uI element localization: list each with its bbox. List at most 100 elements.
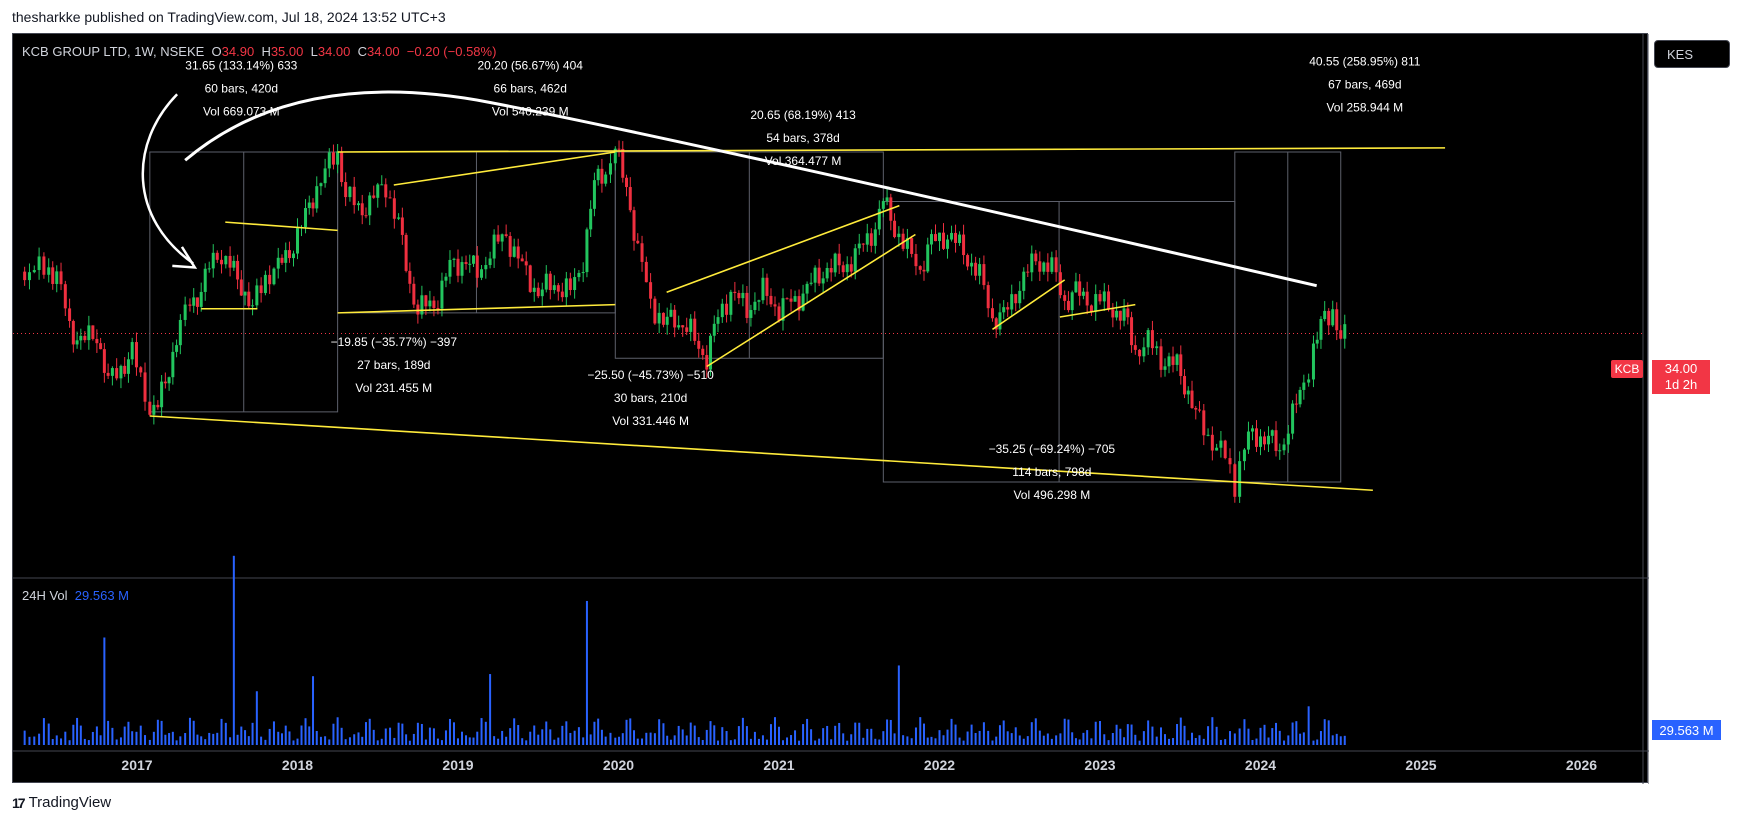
volume-label[interactable]: 24H Vol xyxy=(22,588,68,603)
volume-legend: 24H Vol 29.563 M xyxy=(22,588,129,603)
volume-bar xyxy=(1078,739,1081,745)
volume-bar xyxy=(1115,724,1118,745)
candle-body xyxy=(1034,253,1038,262)
volume-bar xyxy=(361,736,364,745)
volume-bar xyxy=(79,725,82,745)
volume-bar xyxy=(1034,718,1037,745)
symbol-legend: KCB GROUP LTD, 1W, NSEKE O34.90 H35.00 L… xyxy=(22,44,496,59)
candle-body xyxy=(1006,307,1010,310)
candle-body xyxy=(954,232,958,243)
measurement-label: 66 bars, 462d xyxy=(494,82,567,96)
last-volume-tag: 29.563 M xyxy=(1652,720,1721,740)
candle-body xyxy=(712,323,716,336)
candle-body xyxy=(1286,433,1290,445)
candle-body xyxy=(657,312,661,324)
low-label: L xyxy=(310,44,318,59)
volume-bar xyxy=(870,728,873,745)
currency-button[interactable]: KES xyxy=(1654,40,1730,68)
volume-bar xyxy=(1327,720,1330,745)
curved-trend-line xyxy=(184,90,1318,288)
volume-bar xyxy=(991,740,994,745)
price-chart[interactable]: 31.65 (133.14%) 633 60 bars, 420d Vol 669.… xyxy=(13,34,1649,784)
volume-bar xyxy=(284,725,287,745)
tradingview-logo[interactable]: 17 TradingView xyxy=(12,794,111,811)
candle-body xyxy=(368,195,372,216)
candle-body xyxy=(990,308,994,319)
volume-bar xyxy=(582,737,585,745)
volume-bar xyxy=(319,736,322,745)
candle-body xyxy=(1066,300,1070,311)
volume-bar xyxy=(850,734,853,745)
candle-body xyxy=(134,342,138,368)
volume-bar xyxy=(886,719,889,745)
candle-body xyxy=(938,232,941,242)
candle-body xyxy=(677,325,681,328)
measurement-label: 114 bars, 798d xyxy=(1012,465,1091,479)
candle-body xyxy=(1102,291,1106,302)
candle-body xyxy=(841,265,845,273)
volume-bar xyxy=(216,732,219,745)
candle-body xyxy=(175,345,179,352)
volume-bar xyxy=(765,739,768,745)
candle-body xyxy=(263,274,267,294)
candle-body xyxy=(653,298,657,324)
volume-bar xyxy=(344,739,347,745)
candle-body xyxy=(797,296,801,311)
candle-body xyxy=(55,271,59,284)
candle-body xyxy=(560,291,564,298)
volume-bar xyxy=(577,727,580,745)
volume-bar xyxy=(1278,730,1281,745)
chart-frame[interactable]: 31.65 (133.14%) 633 60 bars, 420d Vol 669.… xyxy=(12,33,1649,784)
candle-body xyxy=(504,234,508,237)
volume-bar xyxy=(1247,728,1250,745)
candle-body xyxy=(388,197,392,199)
volume-bar xyxy=(737,726,740,745)
candle-body xyxy=(119,365,123,379)
time-axis-label: 2019 xyxy=(442,757,473,773)
volume-bar xyxy=(549,729,552,745)
volume-bar xyxy=(878,739,881,745)
volume-bar xyxy=(818,738,821,745)
candle-body xyxy=(901,233,905,249)
volume-bar xyxy=(649,732,652,745)
candle-body xyxy=(897,233,901,238)
volume-bar xyxy=(1142,731,1145,745)
volume-bar xyxy=(468,737,471,745)
candle-body xyxy=(424,295,428,307)
candle-body xyxy=(1339,330,1343,339)
candle-body xyxy=(673,309,677,328)
volume-bar xyxy=(729,740,732,745)
volume-bar xyxy=(1130,724,1133,745)
candle-body xyxy=(918,266,922,270)
candle-body xyxy=(400,217,404,235)
candle-body xyxy=(544,273,548,290)
volume-bar xyxy=(1018,735,1021,745)
candle-body xyxy=(167,377,171,384)
volume-bar xyxy=(368,718,371,745)
volume-bar xyxy=(424,739,427,745)
volume-bar xyxy=(701,740,704,745)
volume-bar xyxy=(1014,727,1017,745)
candle-body xyxy=(348,186,352,198)
volume-bar xyxy=(938,730,941,745)
volume-bar xyxy=(1243,719,1246,745)
candle-body xyxy=(1171,356,1175,365)
candle-body xyxy=(817,267,821,284)
candle-body xyxy=(1030,253,1034,273)
volume-bar xyxy=(641,738,644,745)
volume-bar xyxy=(713,725,716,745)
volume-bar xyxy=(401,723,404,745)
candle-body xyxy=(143,372,147,402)
candle-body xyxy=(524,261,528,266)
candle-body xyxy=(665,316,669,325)
volume-bar xyxy=(978,730,981,745)
candle-body xyxy=(536,287,540,297)
volume-bar xyxy=(364,722,367,745)
candle-body xyxy=(709,335,713,370)
volume-bar xyxy=(597,718,600,745)
volume-bar xyxy=(312,676,315,745)
symbol-name[interactable]: KCB GROUP LTD, 1W, NSEKE xyxy=(22,44,205,59)
candle-body xyxy=(745,292,749,318)
volume-bar xyxy=(332,723,335,745)
volume-bar xyxy=(405,734,408,745)
